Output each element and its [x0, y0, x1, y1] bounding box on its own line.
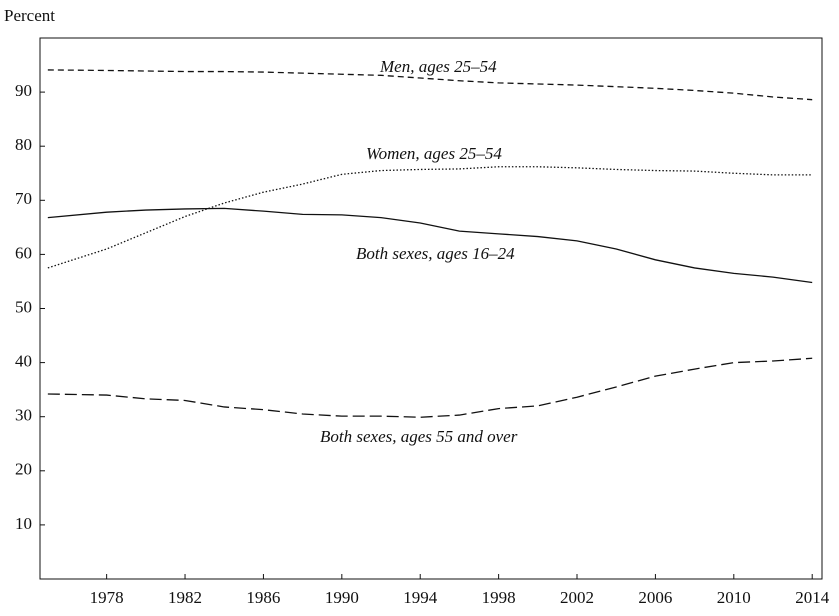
x-tick-label: 2006	[638, 588, 672, 607]
series-label: Men, ages 25–54	[379, 57, 497, 76]
x-tick-label: 2014	[795, 588, 830, 607]
x-tick-label: 1994	[403, 588, 438, 607]
plot-frame	[39, 37, 823, 580]
y-tick-label: 20	[15, 460, 32, 479]
y-tick-label: 70	[15, 189, 32, 208]
x-tick-label: 1978	[90, 588, 124, 607]
series-line	[47, 69, 813, 101]
y-tick-label: 50	[15, 297, 32, 316]
y-tick-label: 80	[15, 135, 32, 154]
series-label: Women, ages 25–54	[366, 144, 502, 163]
y-axis-label: Percent	[4, 6, 55, 25]
x-tick-label: 1990	[325, 588, 359, 607]
y-tick-label: 10	[15, 514, 32, 533]
y-tick-label: 30	[15, 406, 32, 425]
series-line	[47, 207, 813, 284]
series-label: Both sexes, ages 16–24	[356, 244, 515, 263]
x-tick-label: 2010	[717, 588, 751, 607]
y-tick-label: 60	[15, 243, 32, 262]
x-tick-label: 2002	[560, 588, 594, 607]
series-label: Both sexes, ages 55 and over	[320, 427, 518, 446]
y-tick-label: 40	[15, 352, 32, 371]
x-tick-label: 1986	[246, 588, 280, 607]
series-line	[47, 357, 813, 418]
y-tick-label: 90	[15, 81, 32, 100]
series-line	[47, 166, 813, 269]
x-tick-label: 1998	[482, 588, 516, 607]
x-tick-label: 1982	[168, 588, 202, 607]
